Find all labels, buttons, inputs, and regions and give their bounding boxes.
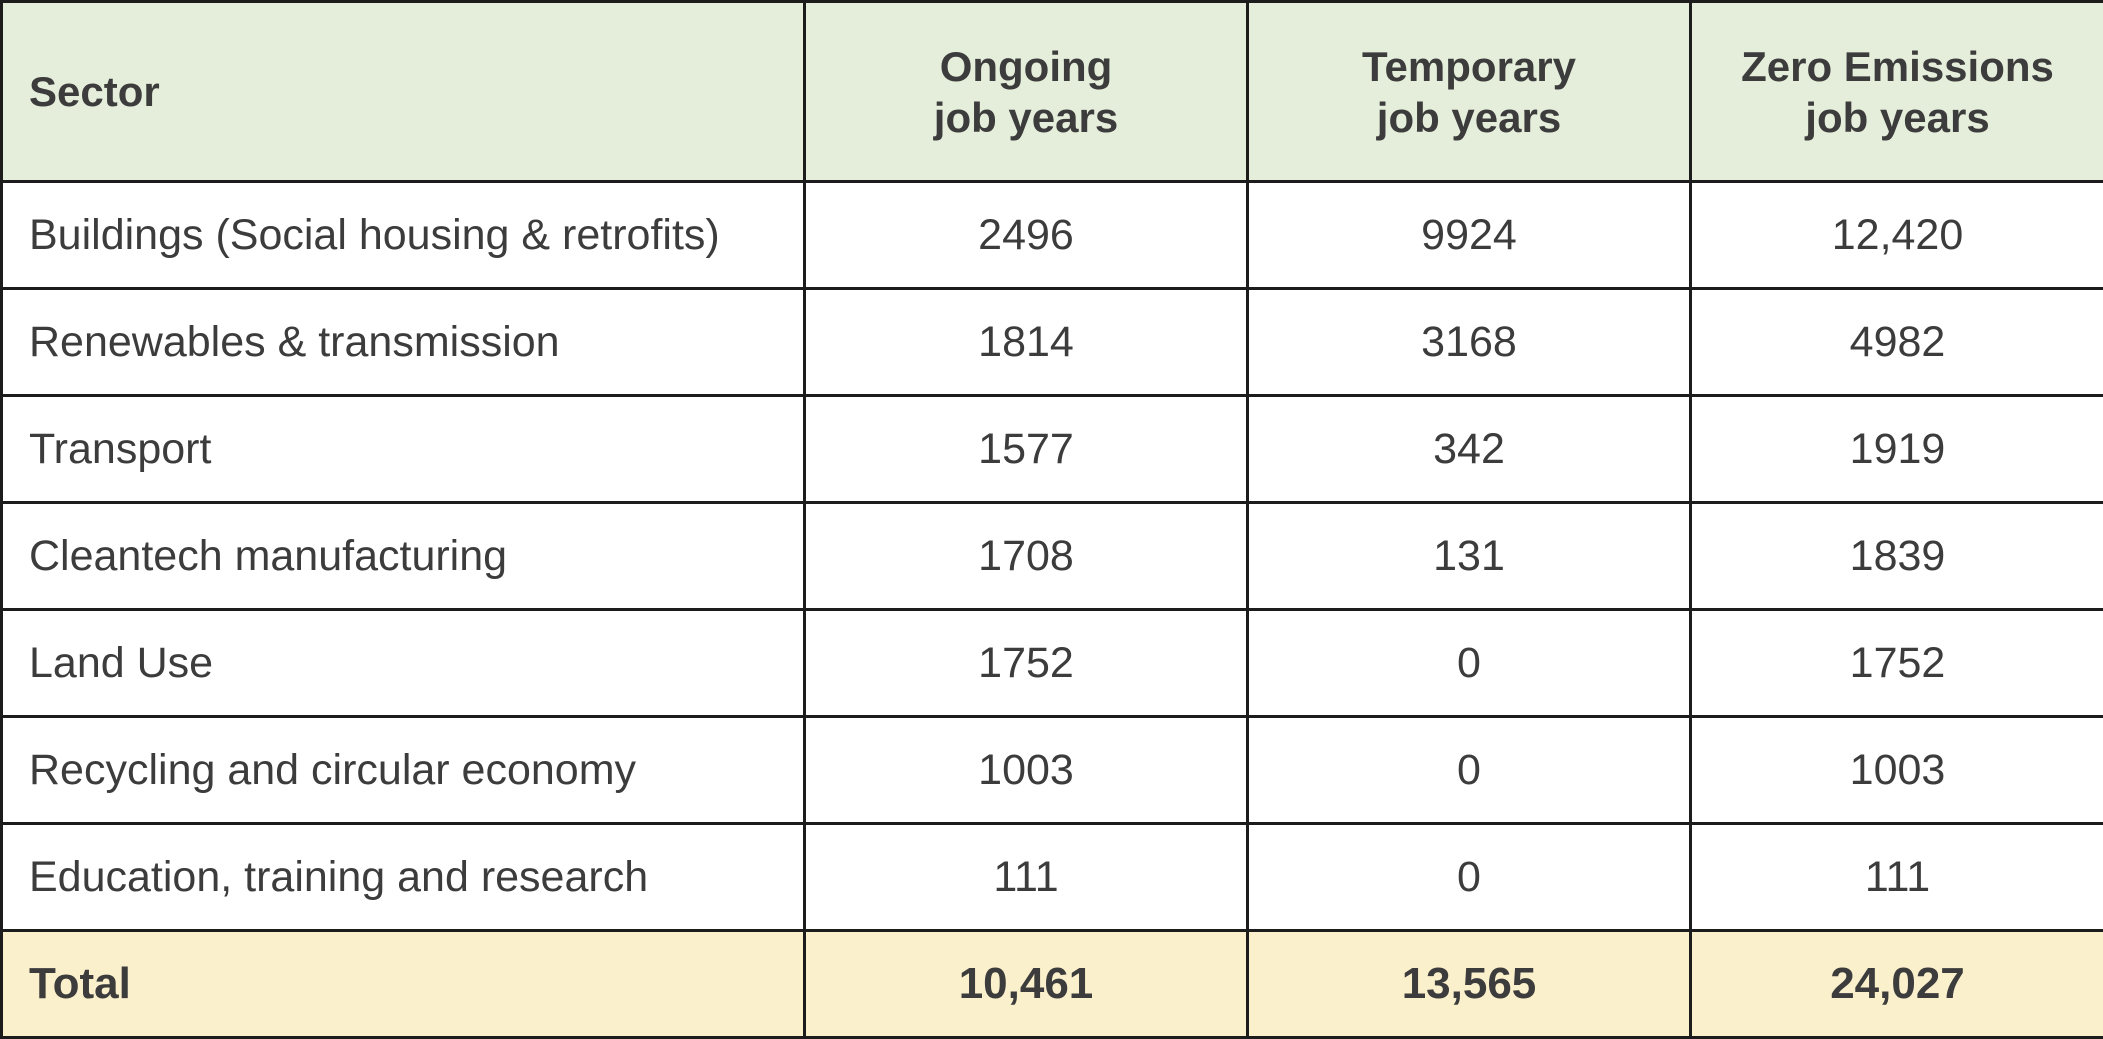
cell-temporary: 0 <box>1248 717 1691 824</box>
header-ongoing-line-1: Ongoing <box>806 41 1246 92</box>
cell-sector: Recycling and circular economy <box>2 717 805 824</box>
header-temporary: Temporary job years <box>1248 2 1691 182</box>
cell-zero-emissions: 1839 <box>1691 503 2103 610</box>
cell-ongoing: 1814 <box>805 289 1248 396</box>
cell-zero-emissions: 12,420 <box>1691 182 2103 289</box>
table-row: Land Use 1752 0 1752 <box>2 610 2103 717</box>
cell-temporary: 9924 <box>1248 182 1691 289</box>
cell-temporary: 0 <box>1248 610 1691 717</box>
total-temporary: 13,565 <box>1248 931 1691 1038</box>
header-row: Sector Ongoing job years Temporary job y… <box>2 2 2103 182</box>
cell-ongoing: 1708 <box>805 503 1248 610</box>
cell-sector: Buildings (Social housing & retrofits) <box>2 182 805 289</box>
cell-zero-emissions: 4982 <box>1691 289 2103 396</box>
header-temporary-line-2: job years <box>1249 92 1689 143</box>
table-row: Recycling and circular economy 1003 0 10… <box>2 717 2103 824</box>
cell-sector: Education, training and research <box>2 824 805 931</box>
table-footer: Total 10,461 13,565 24,027 <box>2 931 2103 1038</box>
cell-sector: Cleantech manufacturing <box>2 503 805 610</box>
total-zero-emissions: 24,027 <box>1691 931 2103 1038</box>
cell-temporary: 131 <box>1248 503 1691 610</box>
table-row: Education, training and research 111 0 1… <box>2 824 2103 931</box>
table-row: Cleantech manufacturing 1708 131 1839 <box>2 503 2103 610</box>
table-row: Renewables & transmission 1814 3168 4982 <box>2 289 2103 396</box>
table-body: Buildings (Social housing & retrofits) 2… <box>2 182 2103 931</box>
cell-ongoing: 111 <box>805 824 1248 931</box>
cell-ongoing: 2496 <box>805 182 1248 289</box>
cell-sector: Transport <box>2 396 805 503</box>
table-header: Sector Ongoing job years Temporary job y… <box>2 2 2103 182</box>
cell-temporary: 0 <box>1248 824 1691 931</box>
table-row: Buildings (Social housing & retrofits) 2… <box>2 182 2103 289</box>
header-sector: Sector <box>2 2 805 182</box>
cell-zero-emissions: 111 <box>1691 824 2103 931</box>
cell-zero-emissions: 1919 <box>1691 396 2103 503</box>
cell-ongoing: 1003 <box>805 717 1248 824</box>
header-zero-line-2: job years <box>1692 92 2103 143</box>
cell-temporary: 342 <box>1248 396 1691 503</box>
header-zero-line-1: Zero Emissions <box>1692 41 2103 92</box>
cell-temporary: 3168 <box>1248 289 1691 396</box>
header-zero-emissions: Zero Emissions job years <box>1691 2 2103 182</box>
header-ongoing: Ongoing job years <box>805 2 1248 182</box>
cell-ongoing: 1752 <box>805 610 1248 717</box>
cell-sector: Land Use <box>2 610 805 717</box>
table-row: Transport 1577 342 1919 <box>2 396 2103 503</box>
total-row: Total 10,461 13,565 24,027 <box>2 931 2103 1038</box>
total-label: Total <box>2 931 805 1038</box>
cell-zero-emissions: 1003 <box>1691 717 2103 824</box>
cell-zero-emissions: 1752 <box>1691 610 2103 717</box>
header-temporary-line-1: Temporary <box>1249 41 1689 92</box>
cell-sector: Renewables & transmission <box>2 289 805 396</box>
header-ongoing-line-2: job years <box>806 92 1246 143</box>
total-ongoing: 10,461 <box>805 931 1248 1038</box>
cell-ongoing: 1577 <box>805 396 1248 503</box>
